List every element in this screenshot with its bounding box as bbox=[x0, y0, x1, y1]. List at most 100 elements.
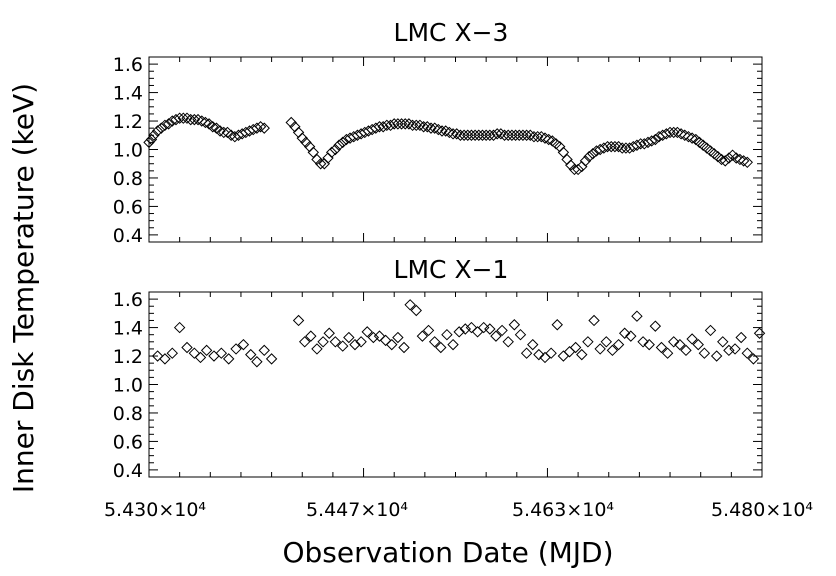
data-point bbox=[162, 118, 175, 130]
data-point bbox=[480, 129, 492, 141]
data-point bbox=[151, 125, 164, 137]
data-point bbox=[439, 125, 452, 137]
data-point bbox=[531, 130, 544, 143]
data-point bbox=[215, 347, 228, 359]
x-tick-labels: 5.430×10⁴ 5.447×10⁴ 5.463×10⁴ 5.480×10⁴ bbox=[104, 499, 813, 521]
data-point bbox=[441, 328, 453, 341]
panel-title-lmc-x1: LMC X−1 bbox=[394, 255, 509, 284]
data-point bbox=[148, 129, 160, 141]
data-point bbox=[649, 320, 662, 332]
y-tick-label: 1.6 bbox=[113, 289, 143, 311]
data-point bbox=[145, 133, 158, 146]
data-point bbox=[447, 338, 459, 351]
data-point bbox=[314, 158, 327, 170]
data-point bbox=[579, 155, 592, 167]
data-point bbox=[671, 126, 684, 139]
data-point bbox=[443, 126, 456, 139]
data-point bbox=[462, 129, 474, 141]
y-tick-label: 0.6 bbox=[113, 431, 143, 453]
data-point bbox=[392, 331, 404, 344]
data-point bbox=[194, 351, 207, 364]
y-tick-label: 0.6 bbox=[113, 196, 143, 218]
data-point bbox=[551, 319, 563, 331]
y-tick-labels-lmc-x1: 0.4 0.6 0.8 1.0 1.2 1.4 1.6 bbox=[113, 289, 143, 482]
data-point bbox=[704, 324, 717, 337]
data-point bbox=[143, 136, 155, 149]
data-point bbox=[484, 323, 496, 335]
data-point bbox=[428, 122, 441, 134]
data-point bbox=[292, 126, 305, 139]
data-point bbox=[329, 336, 342, 348]
data-point bbox=[660, 128, 673, 140]
data-point bbox=[399, 118, 411, 130]
data-point bbox=[237, 338, 250, 351]
data-point bbox=[692, 338, 704, 351]
data-point bbox=[668, 336, 680, 348]
data-point bbox=[490, 330, 502, 342]
y-tick-label: 1.4 bbox=[113, 318, 143, 340]
data-point bbox=[451, 128, 463, 140]
data-point bbox=[631, 310, 643, 322]
data-point bbox=[410, 119, 422, 132]
x-tick-label: 5.447×10⁴ bbox=[306, 499, 408, 521]
data-point bbox=[317, 336, 329, 348]
data-point bbox=[680, 344, 692, 357]
data-point bbox=[251, 356, 263, 368]
data-point bbox=[416, 330, 429, 342]
data-point bbox=[166, 347, 179, 359]
y-tick-label: 0.4 bbox=[113, 225, 143, 247]
data-point bbox=[173, 321, 186, 334]
y-tick-label: 0.8 bbox=[113, 168, 143, 190]
data-point bbox=[491, 128, 503, 140]
data-point bbox=[245, 348, 257, 361]
data-point bbox=[337, 340, 349, 352]
data-point bbox=[729, 343, 741, 355]
data-point bbox=[200, 344, 213, 357]
data-point bbox=[557, 350, 570, 362]
data-point bbox=[379, 334, 392, 347]
data-point bbox=[395, 118, 408, 130]
data-point bbox=[230, 343, 242, 355]
data-point bbox=[343, 331, 355, 344]
data-point bbox=[517, 129, 529, 141]
data-point bbox=[661, 347, 674, 359]
data-point bbox=[298, 336, 311, 348]
data-point bbox=[563, 346, 576, 358]
data-point bbox=[421, 121, 434, 133]
data-point bbox=[508, 319, 521, 331]
data-point bbox=[600, 336, 613, 348]
data-point bbox=[207, 121, 219, 133]
data-point bbox=[181, 112, 193, 124]
data-point bbox=[170, 113, 182, 126]
data-point bbox=[258, 344, 270, 357]
y-tick-label: 1.2 bbox=[113, 346, 143, 368]
data-point bbox=[582, 336, 594, 348]
data-point bbox=[513, 129, 525, 141]
data-point bbox=[469, 129, 481, 141]
data-point bbox=[151, 350, 164, 362]
data-markers-lmc-x1 bbox=[151, 299, 766, 368]
x-tick-label: 5.463×10⁴ bbox=[512, 499, 614, 521]
data-point bbox=[502, 336, 514, 348]
data-point bbox=[323, 327, 335, 339]
data-point bbox=[637, 336, 649, 348]
data-point bbox=[514, 328, 527, 341]
data-point bbox=[222, 353, 235, 365]
data-point bbox=[625, 330, 637, 342]
data-point bbox=[181, 341, 193, 354]
data-point bbox=[192, 113, 204, 126]
data-point bbox=[572, 163, 584, 176]
data-markers-lmc-x3 bbox=[143, 112, 753, 176]
y-tick-label: 0.8 bbox=[113, 403, 143, 425]
y-axis-label: Inner Disk Temperature (keV) bbox=[7, 83, 40, 493]
data-point bbox=[386, 338, 398, 351]
data-point bbox=[506, 129, 518, 141]
y-tick-labels-lmc-x3: 0.4 0.6 0.8 1.0 1.2 1.4 1.6 bbox=[113, 54, 143, 247]
data-point bbox=[473, 129, 485, 141]
data-point bbox=[214, 125, 226, 137]
data-point bbox=[753, 327, 766, 339]
data-point bbox=[520, 129, 533, 141]
data-point bbox=[177, 112, 190, 124]
data-point bbox=[196, 115, 208, 127]
data-point bbox=[682, 130, 695, 143]
